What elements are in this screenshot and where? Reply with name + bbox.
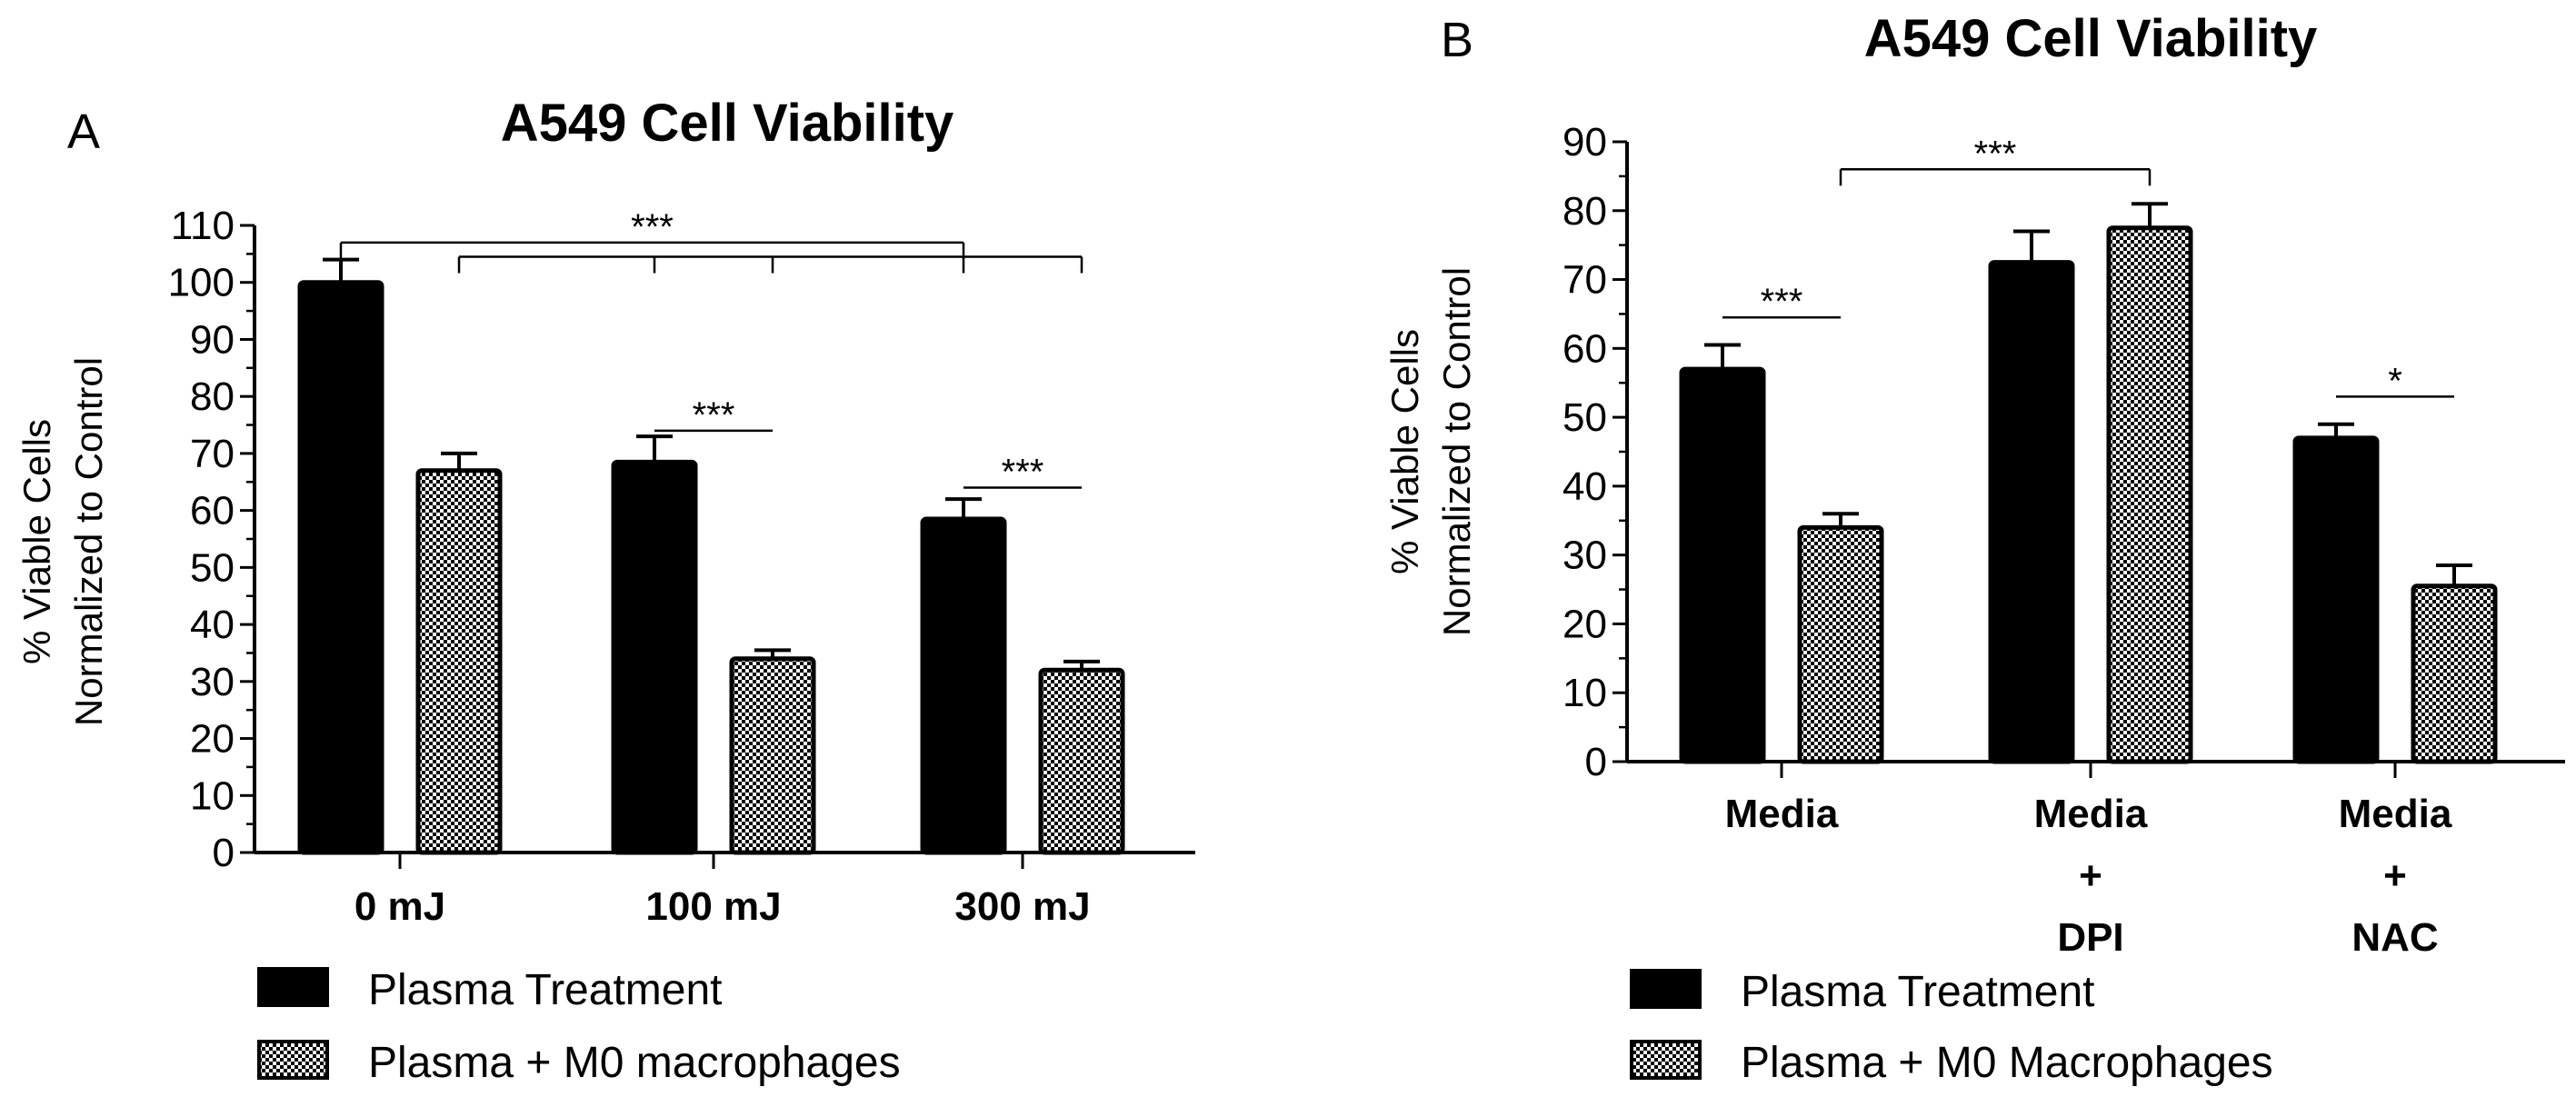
chart-a-significance-label: *** — [1002, 453, 1044, 493]
chart-a-y-tick-label: 100 — [168, 261, 235, 305]
chart-b-y-axis-label: % Viable Cells — [1383, 329, 1426, 574]
chart-b-legend-label: Plasma + M0 Macrophages — [1741, 1039, 2273, 1087]
chart-a-y-tick-label: 10 — [190, 773, 235, 818]
chart-a-x-tick-label: 0 mJ — [354, 884, 445, 929]
chart-a-significance-label: *** — [693, 395, 735, 435]
chart-b-y-tick-label: 40 — [1563, 464, 1607, 509]
chart-b-x-tick-label: Media — [2339, 792, 2452, 836]
chart-b-y-tick-label: 80 — [1563, 189, 1607, 234]
chart-b-bar-macrophage — [2106, 225, 2193, 764]
chart-a-y-tick-label: 40 — [190, 603, 235, 647]
chart-b-legend-swatch-plasma — [1630, 969, 1702, 1009]
chart-a-legend-swatch-plasma — [257, 967, 329, 1007]
chart-a-bar-plasma — [297, 280, 384, 855]
chart-b-y-tick-label: 60 — [1563, 326, 1607, 371]
chart-b-y-tick-label: 90 — [1563, 120, 1607, 165]
chart-b-significance-label: * — [2388, 361, 2402, 401]
chart-a-y-tick-label: 20 — [190, 717, 235, 762]
chart-a-bar-macrophage — [415, 468, 503, 855]
chart-a-y-tick-label: 70 — [190, 432, 235, 476]
chart-b-bar-plasma — [1679, 366, 1766, 764]
panel-letter-a: A — [67, 105, 100, 159]
chart-a-y-axis-label: % Viable Cells — [15, 419, 58, 664]
chart-a-x-tick-label: 300 mJ — [954, 884, 1090, 929]
chart-b-y-tick-label: 50 — [1563, 395, 1607, 440]
chart-b-x-tick-label: DPI — [2057, 915, 2123, 960]
chart-b-y-tick-label: 10 — [1563, 671, 1607, 715]
chart-b-y-tick-label: 0 — [1585, 740, 1607, 784]
chart-b-y-axis-label: Normalized to Control — [1435, 267, 1478, 636]
chart-b-bar-macrophage — [1797, 524, 1884, 764]
chart-b-bar-macrophage — [2411, 583, 2498, 764]
chart-b-bar-plasma — [2292, 435, 2380, 764]
chart-b-y-tick-label: 20 — [1563, 602, 1607, 646]
chart-b-significance-label: *** — [1974, 134, 2017, 174]
chart-b-x-tick-label: + — [2383, 853, 2407, 898]
chart-b-significance-label: *** — [1761, 282, 1803, 322]
chart-b-legend-swatch-macrophage — [1630, 1040, 1702, 1080]
chart-a-title: A549 Cell Viability — [501, 94, 954, 153]
chart-a-y-tick-label: 0 — [213, 831, 235, 875]
chart-a: 0 10 20 30 40 50 60 70 80 90 100 110 % Viable Cells N… — [15, 204, 1195, 1087]
chart-a-y-axis-label: Normalized to Control — [67, 357, 110, 726]
chart-a-y-tick-label: 90 — [190, 317, 235, 362]
chart-b-y-tick-label: 70 — [1563, 258, 1607, 303]
chart-a-bar-plasma — [920, 516, 1007, 855]
chart-a-significance-label: *** — [631, 207, 674, 247]
chart-a-y-tick-label: 50 — [190, 545, 235, 590]
chart-a-y-tick-label: 60 — [190, 489, 235, 534]
chart-a-y-tick-label: 80 — [190, 374, 235, 419]
chart-b-x-tick-label: Media — [1725, 792, 1839, 836]
chart-b-x-tick-label: + — [2079, 853, 2102, 898]
chart-b-y-tick-label: 30 — [1563, 534, 1607, 578]
chart-a-y-tick-label: 30 — [190, 660, 235, 704]
panel-letter-b: B — [1441, 13, 1473, 67]
chart-a-legend-label: Plasma + M0 macrophages — [368, 1039, 901, 1087]
chart-b-x-tick-label: Media — [2034, 792, 2148, 836]
chart-b-title: A549 Cell Viability — [1864, 9, 2318, 68]
chart-a-legend-label: Plasma Treatment — [368, 966, 722, 1014]
chart-a-x-tick-label: 100 mJ — [645, 884, 781, 929]
chart-a-legend-swatch-macrophage — [257, 1040, 329, 1080]
chart-a-bar-plasma — [611, 459, 698, 855]
chart-a-y-tick-label: 110 — [171, 204, 235, 248]
chart-b: 0 10 20 30 40 50 60 70 80 90 % Viable Cells Normali… — [1383, 120, 2565, 1087]
chart-a-bar-macrophage — [729, 656, 816, 855]
chart-b-bar-plasma — [1988, 260, 2075, 764]
chart-a-bar-macrophage — [1038, 667, 1125, 855]
chart-b-legend-label: Plasma Treatment — [1741, 968, 2094, 1016]
chart-b-x-tick-label: NAC — [2351, 915, 2438, 960]
